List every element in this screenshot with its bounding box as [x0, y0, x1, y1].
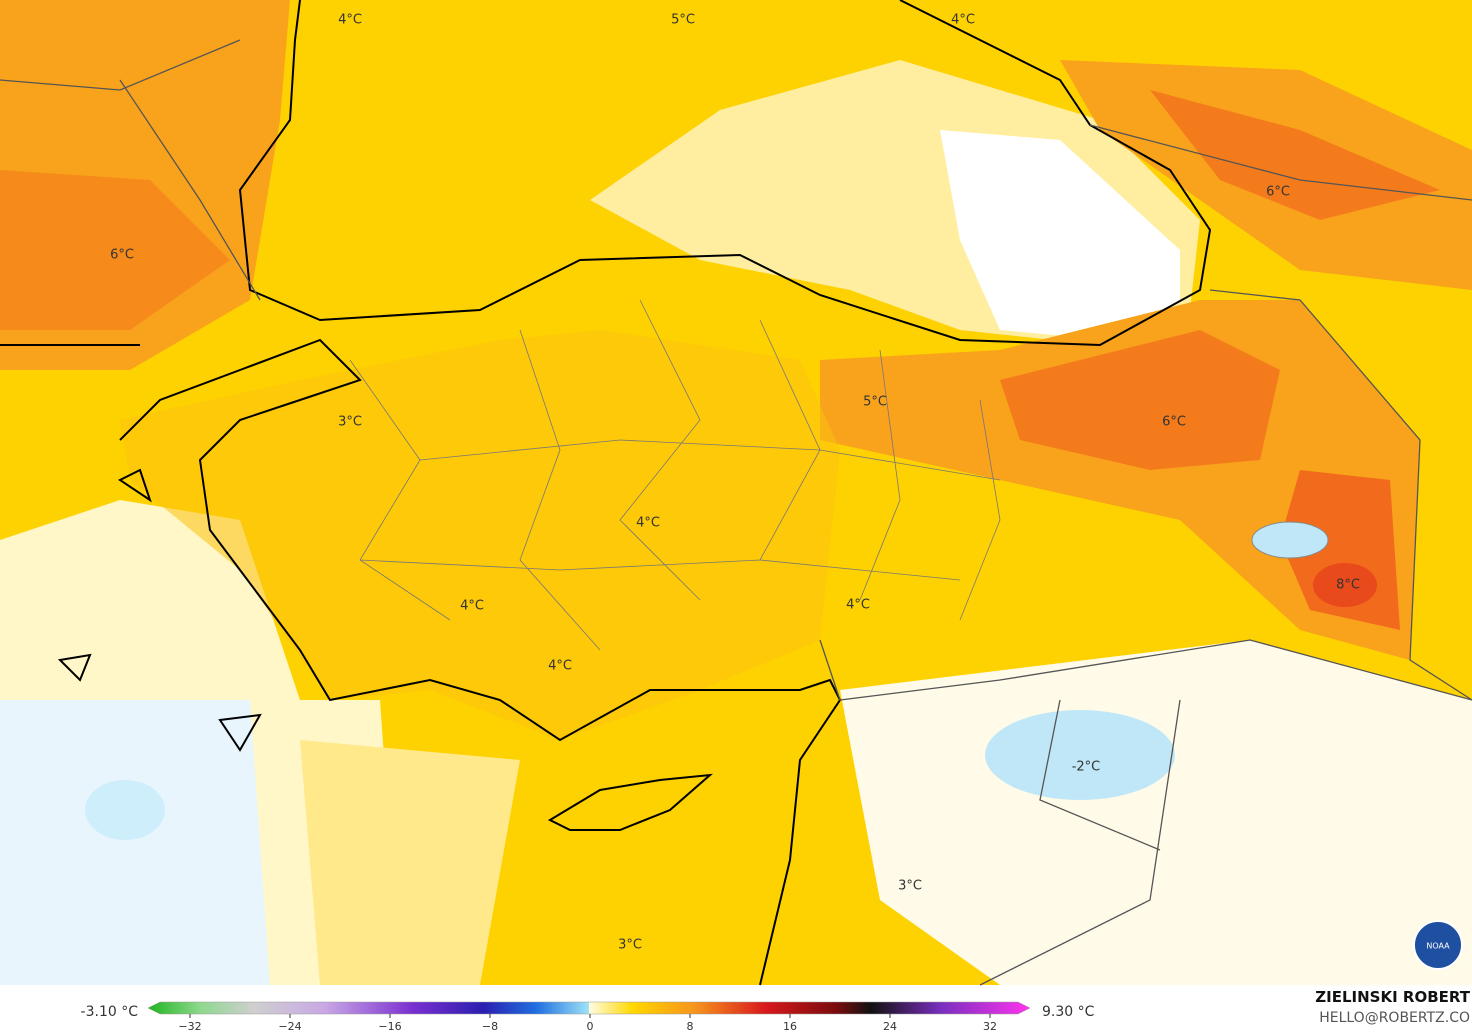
- temp-label: 4°C: [460, 599, 484, 614]
- colorbar-tick-label: −24: [278, 1020, 301, 1033]
- temp-label: 3°C: [898, 879, 922, 894]
- map-labels: 4°C 5°C 4°C 6°C 6°C 5°C 3°C 6°C 4°C 4°C 4°C 8°C 4°C -…: [110, 13, 1360, 953]
- white-area: [840, 640, 1472, 985]
- border: [0, 39, 1472, 986]
- temp-label: 3°C: [338, 415, 362, 430]
- credit-name: ZIELINSKI ROBERT: [1315, 988, 1470, 1006]
- colorbar-tick-label: 24: [883, 1020, 897, 1033]
- warm-area: [0, 170, 230, 330]
- colorbar-tick-label: 32: [983, 1020, 997, 1033]
- temp-label: 4°C: [548, 659, 572, 674]
- legend-min: -3.10 °C: [81, 1004, 139, 1020]
- colorbar-tick-label: −32: [178, 1020, 201, 1033]
- map: [0, 0, 1472, 986]
- legend-max: 9.30 °C: [1042, 1004, 1095, 1020]
- temp-label: 4°C: [338, 13, 362, 28]
- temp-label: 5°C: [863, 395, 887, 410]
- cold-area: [0, 700, 270, 985]
- colorbar: [147, 1001, 1031, 1015]
- temp-label: 4°C: [636, 516, 660, 531]
- colorbar-tick-label: 0: [587, 1020, 594, 1033]
- temp-label: 6°C: [110, 248, 134, 263]
- temp-label: 6°C: [1162, 415, 1186, 430]
- colorbar-ticks: −32 −24 −16 −8 0 8 16 24 32: [178, 1014, 997, 1033]
- cold-area: [985, 710, 1175, 800]
- pale-area: [300, 740, 520, 985]
- colorbar-tick-label: −8: [482, 1020, 498, 1033]
- temp-label: 5°C: [671, 13, 695, 28]
- colorbar-tick-label: −16: [378, 1020, 401, 1033]
- temp-label: 4°C: [846, 598, 870, 613]
- colorbar-tick-label: 8: [687, 1020, 694, 1033]
- cold-area: [85, 780, 165, 840]
- temp-label: 6°C: [1266, 185, 1290, 200]
- colorbar-tick-label: 16: [783, 1020, 797, 1033]
- warm-area: [120, 330, 840, 740]
- legend-bar: -3.10 °C −32 −24 −16 −8 0 8 16 24 32 9.30 °C ZIE…: [0, 987, 1472, 1035]
- warm-area: [1000, 330, 1280, 470]
- temp-label: 4°C: [951, 13, 975, 28]
- white-area: [940, 130, 1180, 340]
- temp-label: -2°C: [1072, 760, 1101, 775]
- lake: [1251, 521, 1329, 559]
- temp-label: 3°C: [618, 938, 642, 953]
- credit-email: HELLO@ROBERTZ.CO: [1319, 1010, 1470, 1026]
- logo-text: NOAA: [1426, 942, 1450, 951]
- coastline: [119, 338, 842, 986]
- logo-circle: [1413, 920, 1463, 970]
- temp-label: 8°C: [1336, 578, 1360, 593]
- province-lines: [349, 299, 1001, 651]
- coastline: [0, 344, 262, 752]
- hot-spot: [1313, 563, 1377, 607]
- coastline: [547, 773, 714, 831]
- noaa-logo: NOAA: [1413, 920, 1463, 970]
